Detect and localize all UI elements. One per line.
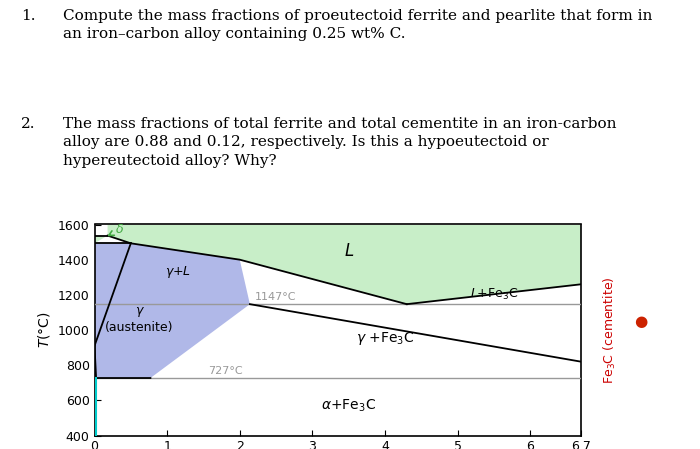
Polygon shape	[94, 236, 108, 243]
Text: $\delta$: $\delta$	[108, 223, 125, 236]
Text: The mass fractions of total ferrite and total cementite in an iron-carbon
alloy : The mass fractions of total ferrite and …	[63, 117, 617, 167]
Text: 1.: 1.	[21, 9, 36, 23]
Text: Compute the mass fractions of proeutectoid ferrite and pearlite that form in
an : Compute the mass fractions of proeutecto…	[63, 9, 652, 41]
Text: $\gamma$ +Fe$_3$C: $\gamma$ +Fe$_3$C	[356, 330, 414, 348]
Text: 1147°C: 1147°C	[256, 292, 297, 302]
Text: 2.: 2.	[21, 117, 36, 131]
Text: $\alpha$+Fe$_3$C: $\alpha$+Fe$_3$C	[321, 397, 376, 414]
Text: 727°C: 727°C	[208, 366, 242, 376]
Text: $\gamma$
(austenite): $\gamma$ (austenite)	[105, 305, 174, 334]
Y-axis label: $T$(°C): $T$(°C)	[36, 312, 52, 348]
Text: Fe$_3$C (cementite): Fe$_3$C (cementite)	[602, 276, 619, 384]
Text: $\gamma$+$L$: $\gamma$+$L$	[165, 264, 191, 280]
Text: $L$+Fe$_3$C: $L$+Fe$_3$C	[470, 287, 518, 302]
Polygon shape	[108, 224, 581, 304]
Text: $L$: $L$	[344, 242, 354, 260]
Text: ●: ●	[634, 313, 647, 329]
Polygon shape	[94, 243, 250, 378]
